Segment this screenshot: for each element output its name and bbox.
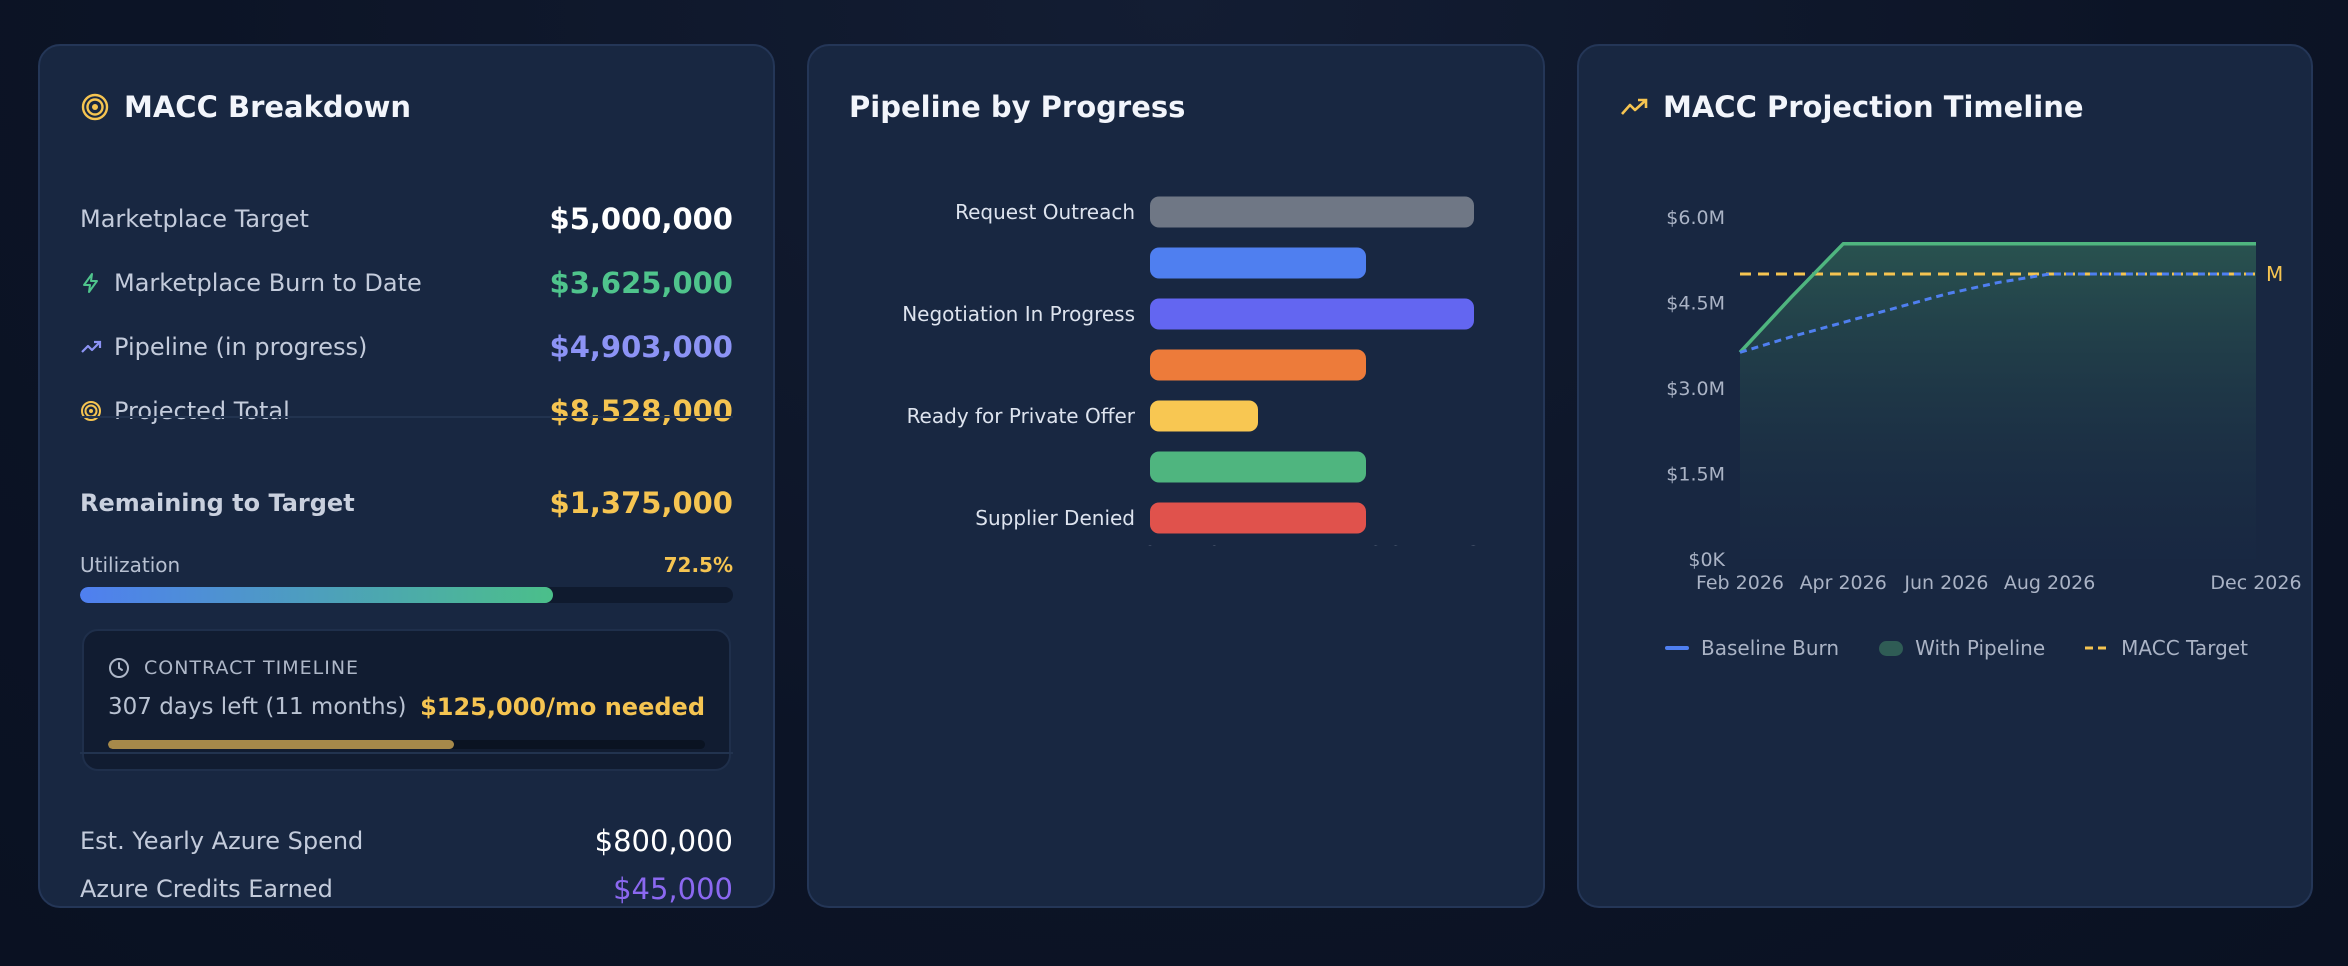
projection-line-chart: $6.0M $4.5M $3.0M $1.5M $0K M Feb 2026 Apr 2026… [1666, 207, 2301, 594]
days-left: 307 days left (11 months) [108, 694, 407, 720]
marketplace-burn-label: Marketplace Burn to Date [114, 269, 422, 297]
remaining-value: $1,375,000 [549, 486, 733, 520]
x-tick-label: 1.5 [1295, 543, 1328, 547]
y-tick-label: $1.5M [1666, 464, 1725, 486]
projection-title-text: MACC Projection Timeline [1663, 90, 2084, 124]
y-tick-label: $4.5M [1666, 293, 1725, 315]
marketplace-burn-value: $3,625,000 [549, 266, 733, 300]
x-tick-label: 0 [1143, 543, 1156, 547]
utilization-bar-fill [80, 587, 554, 603]
legend-item-pipeline[interactable]: With Pipeline [1879, 636, 2045, 660]
x-tick-label: 2.25 [1370, 543, 1417, 547]
bar[interactable] [1150, 451, 1366, 483]
macc-breakdown-card: MACC Breakdown Marketplace Target $5,000… [38, 44, 775, 908]
bar-category-label: Negotiation In Progress [902, 302, 1135, 326]
y-tick-label: $3.0M [1666, 378, 1725, 400]
pipeline-card: Pipeline by Progress Request Outreach Neg… [807, 44, 1545, 908]
bar-category-label: Ready for Private Offer [907, 404, 1136, 428]
target-line-label: M [2266, 262, 2283, 286]
pipeline-title-text: Pipeline by Progress [849, 90, 1186, 124]
bar[interactable] [1150, 349, 1366, 381]
projection-legend: Baseline Burn With Pipeline MACC Target [1665, 636, 2248, 660]
bar[interactable] [1150, 502, 1366, 534]
y-tick-label: $0K [1688, 549, 1725, 571]
bar[interactable] [1150, 400, 1258, 432]
utilization-bar [80, 587, 733, 603]
marketplace-target-row: Marketplace Target $5,000,000 [80, 202, 733, 236]
target-icon [80, 92, 110, 122]
contract-timeline-heading: CONTRACT TIMELINE [108, 657, 359, 679]
bar-category-label: Supplier Denied [975, 506, 1135, 530]
trending-up-icon [1619, 92, 1649, 122]
pipeline-value: $4,903,000 [549, 330, 733, 364]
clock-icon [108, 657, 130, 679]
projected-total-row: Projected Total $8,528,000 [80, 394, 733, 428]
credits-row: Azure Credits Earned $45,000 [80, 872, 733, 906]
utilization-label: Utilization [80, 553, 181, 577]
bar[interactable] [1150, 196, 1474, 228]
legend-label: Baseline Burn [1701, 636, 1840, 660]
target-icon [80, 400, 102, 422]
pipeline-label: Pipeline (in progress) [114, 333, 368, 361]
macc-breakdown-title-text: MACC Breakdown [124, 90, 412, 124]
y-tick-label: $6.0M [1666, 207, 1725, 229]
x-tick-label: Feb 2026 [1696, 572, 1784, 594]
with-pipeline-line [1738, 242, 2256, 354]
x-tick-label: 3 [1467, 543, 1480, 547]
pipeline-bar-chart: Request Outreach Negotiation In Progress R… [902, 196, 1481, 547]
legend-item-target[interactable]: MACC Target [2085, 636, 2248, 660]
monthly-needed: $125,000/mo needed [420, 693, 705, 721]
remaining-label: Remaining to Target [80, 489, 355, 517]
projected-total-label: Projected Total [114, 397, 290, 425]
projection-title: MACC Projection Timeline [1619, 90, 2084, 124]
pipeline-row: Pipeline (in progress) $4,903,000 [80, 330, 733, 364]
divider [80, 752, 733, 754]
with-pipeline-area [1740, 243, 2256, 559]
marketplace-burn-row: Marketplace Burn to Date $3,625,000 [80, 266, 733, 300]
legend-label: With Pipeline [1915, 636, 2046, 660]
legend-swatch [1879, 640, 1904, 656]
trending-up-icon [80, 336, 102, 358]
marketplace-target-label: Marketplace Target [80, 205, 309, 233]
x-tick-label: 0.75 [1208, 543, 1255, 547]
lightning-icon [80, 272, 102, 294]
x-tick-label: Jun 2026 [1903, 572, 1988, 594]
contract-timeline-heading-text: CONTRACT TIMELINE [144, 657, 360, 679]
yearly-spend-label: Est. Yearly Azure Spend [80, 827, 364, 855]
bar-category-label: Request Outreach [955, 200, 1135, 224]
contract-progress-bar [108, 740, 705, 749]
credits-value: $45,000 [613, 872, 733, 906]
marketplace-target-value: $5,000,000 [549, 202, 733, 236]
legend-swatch [1665, 646, 1689, 650]
remaining-row: Remaining to Target $1,375,000 [80, 486, 733, 520]
x-tick-label: Apr 2026 [1800, 572, 1887, 594]
baseline-burn-line [1739, 272, 2256, 354]
legend-label: MACC Target [2121, 636, 2248, 660]
bar[interactable] [1150, 247, 1366, 279]
bar[interactable] [1150, 298, 1474, 330]
macc-breakdown-title: MACC Breakdown [80, 90, 411, 124]
x-tick-label: Aug 2026 [2004, 572, 2096, 594]
divider [80, 416, 733, 418]
yearly-spend-value: $800,000 [594, 824, 733, 858]
contract-timeline-box: CONTRACT TIMELINE 307 days left (11 mont… [82, 629, 731, 771]
utilization-percent: 72.5% [663, 553, 733, 577]
projection-card: MACC Projection Timeline $6.0M $4.5M $3.0M… [1577, 44, 2313, 908]
yearly-spend-row: Est. Yearly Azure Spend $800,000 [80, 824, 733, 858]
legend-swatch [2085, 646, 2110, 650]
x-tick-label: Dec 2026 [2210, 572, 2301, 594]
pipeline-title: Pipeline by Progress [849, 90, 1185, 124]
legend-item-baseline[interactable]: Baseline Burn [1665, 636, 1839, 660]
credits-label: Azure Credits Earned [80, 875, 333, 903]
projected-total-value: $8,528,000 [549, 394, 733, 428]
contract-progress-fill [108, 740, 455, 749]
